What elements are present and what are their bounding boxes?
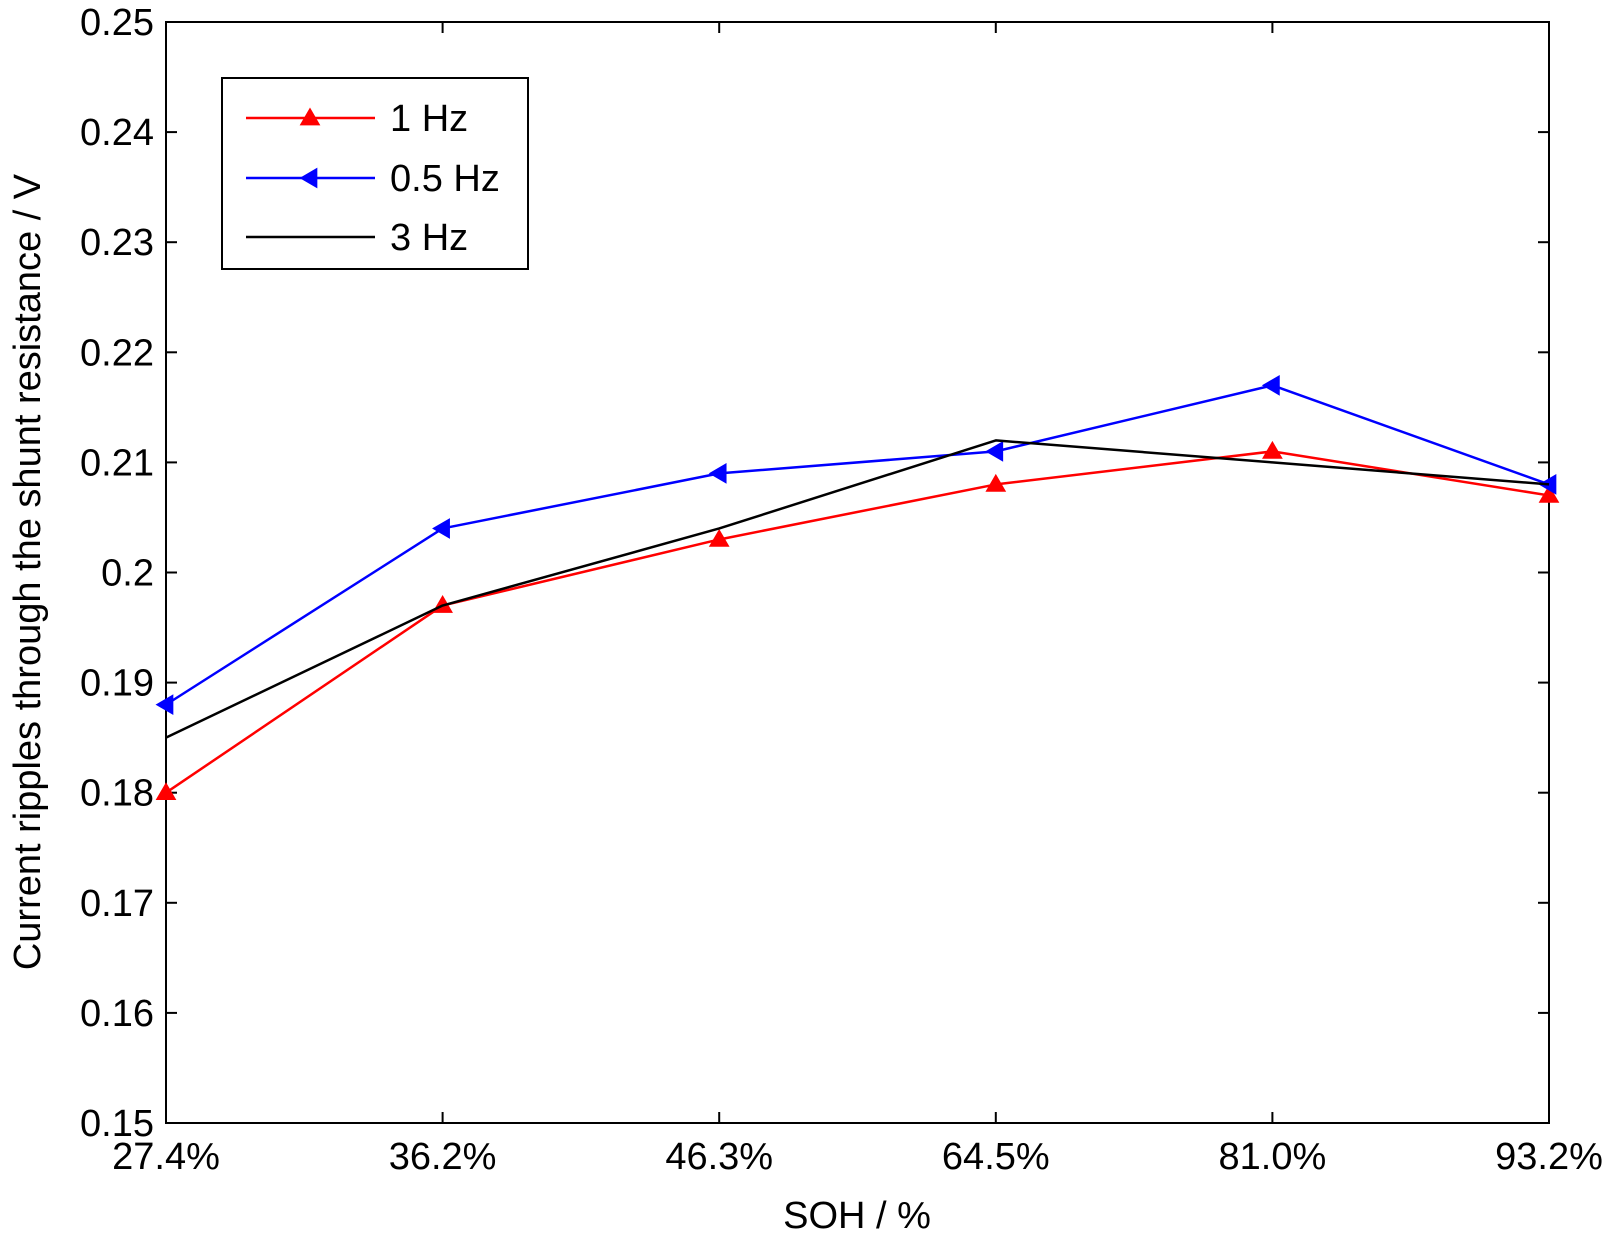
y-tick-label: 0.23 bbox=[80, 222, 154, 264]
series-line bbox=[165, 439, 1550, 739]
y-tick-label: 0.16 bbox=[80, 993, 154, 1035]
data-point bbox=[1262, 440, 1283, 459]
y-tick-label: 0.17 bbox=[80, 883, 154, 925]
data-point bbox=[432, 518, 450, 539]
y-tick-label: 0.15 bbox=[80, 1103, 154, 1145]
data-point bbox=[985, 473, 1007, 492]
data-point bbox=[985, 441, 1004, 462]
legend-marker bbox=[299, 107, 321, 126]
y-tick-label: 0.2 bbox=[101, 553, 154, 595]
data-point bbox=[1538, 484, 1560, 503]
legend: 1 Hz 0.5 Hz 3 Hz bbox=[221, 77, 529, 270]
x-tick-label: 93.2% bbox=[1495, 1136, 1603, 1178]
series-line bbox=[165, 450, 1550, 794]
data-point bbox=[708, 528, 730, 547]
legend-label: 0.5 Hz bbox=[390, 158, 500, 200]
legend-label: 3 Hz bbox=[390, 217, 468, 259]
x-tick-label: 36.2% bbox=[389, 1136, 497, 1178]
x-axis-title: SOH / % bbox=[783, 1195, 931, 1237]
y-axis-title: Current ripples through the shunt resist… bbox=[7, 173, 49, 970]
legend-marker bbox=[299, 167, 318, 189]
y-tick-label: 0.24 bbox=[80, 112, 154, 154]
y-tick-label: 0.21 bbox=[80, 442, 154, 484]
x-tick-label: 46.3% bbox=[665, 1136, 773, 1178]
y-tick-label: 0.19 bbox=[80, 663, 154, 705]
y-tick-label: 0.22 bbox=[80, 332, 154, 374]
data-point bbox=[155, 694, 174, 715]
x-tick-label: 64.5% bbox=[942, 1136, 1050, 1178]
series-group bbox=[155, 374, 1560, 801]
data-point bbox=[1261, 374, 1280, 396]
series-line bbox=[165, 384, 1550, 706]
y-tick-label: 0.25 bbox=[80, 2, 154, 44]
y-tick-label: 0.18 bbox=[80, 773, 154, 815]
data-point bbox=[155, 782, 177, 801]
x-tick-label: 81.0% bbox=[1219, 1136, 1327, 1178]
data-point bbox=[708, 463, 727, 484]
x-tick-label: 27.4% bbox=[112, 1136, 220, 1178]
legend-label: 1 Hz bbox=[390, 98, 468, 140]
axis-ticks: 0.15 0.16 0.17 0.18 0.19 0.2 0.21 0.22 0.23 0.24 0… bbox=[80, 2, 1603, 1178]
